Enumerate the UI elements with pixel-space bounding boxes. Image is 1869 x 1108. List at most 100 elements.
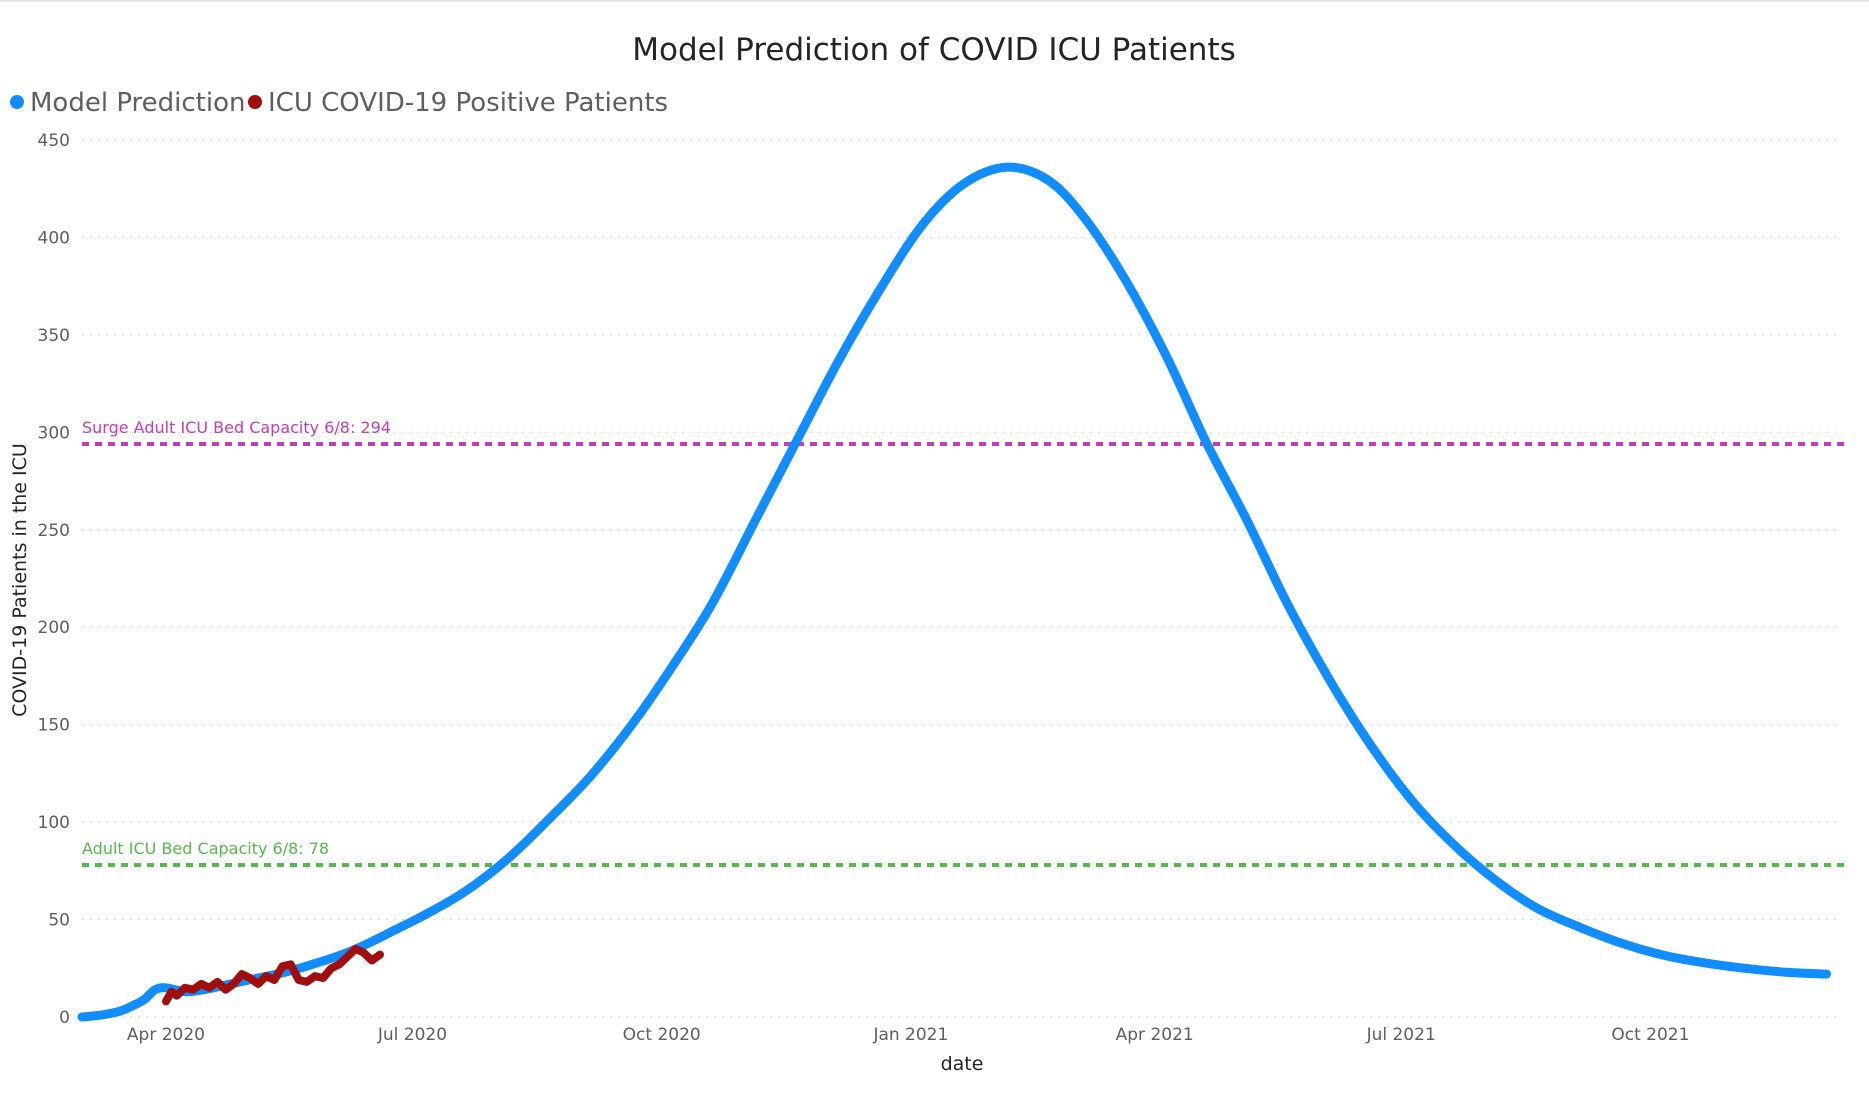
point-model-prediction-4[interactable] (141, 997, 147, 1003)
point-model-prediction-13[interactable] (339, 952, 345, 958)
point-model-prediction-39[interactable] (1368, 743, 1374, 749)
point-icu-patients-18[interactable] (304, 979, 310, 985)
point-model-prediction-49[interactable] (1783, 969, 1789, 975)
point-model-prediction-42[interactable] (1493, 878, 1499, 884)
x-tick-label-1: Jul 2020 (377, 1025, 447, 1045)
legend-label-icu-patients: ICU COVID-19 Positive Patients (268, 88, 668, 118)
point-model-prediction-30[interactable] (1003, 164, 1009, 170)
point-model-prediction-44[interactable] (1577, 924, 1583, 930)
point-model-prediction-20[interactable] (588, 772, 594, 778)
point-model-prediction-6[interactable] (163, 985, 169, 991)
point-icu-patients-24[interactable] (353, 946, 359, 952)
point-model-prediction-48[interactable] (1742, 965, 1748, 971)
point-model-prediction-16[interactable] (420, 913, 426, 919)
y-axis-title: COVID-19 Patients in the ICU (9, 443, 31, 717)
point-model-prediction-46[interactable] (1658, 952, 1664, 958)
x-tick-label-4: Apr 2021 (1116, 1025, 1194, 1045)
point-model-prediction-8[interactable] (201, 987, 207, 993)
point-model-prediction-33[interactable] (1119, 272, 1125, 278)
point-icu-patients-15[interactable] (279, 963, 285, 969)
point-icu-patients-23[interactable] (345, 954, 351, 960)
point-model-prediction-40[interactable] (1409, 798, 1415, 804)
point-icu-patients-20[interactable] (320, 975, 326, 981)
series-line-icu-patients[interactable] (162, 944, 384, 1006)
point-icu-patients-14[interactable] (271, 977, 277, 983)
point-model-prediction-21[interactable] (629, 722, 635, 728)
point-model-prediction-0[interactable] (79, 1014, 85, 1020)
point-model-prediction-11[interactable] (282, 969, 288, 975)
reference-lines: Surge Adult ICU Bed Capacity 6/8: 294 Ad… (82, 418, 1845, 867)
point-model-prediction-47[interactable] (1699, 959, 1705, 965)
point-model-prediction-38[interactable] (1328, 679, 1334, 685)
point-model-prediction-34[interactable] (1163, 351, 1169, 357)
point-icu-patients-16[interactable] (288, 961, 294, 967)
point-model-prediction-37[interactable] (1284, 601, 1290, 607)
legend-item-icu-patients[interactable]: ICU COVID-19 Positive Patients (248, 88, 668, 118)
point-model-prediction-19[interactable] (545, 817, 551, 823)
point-icu-patients-21[interactable] (328, 965, 334, 971)
point-icu-patients-6[interactable] (206, 985, 212, 991)
point-icu-patients-12[interactable] (255, 981, 261, 987)
point-model-prediction-25[interactable] (794, 437, 800, 443)
point-icu-patients-2[interactable] (174, 993, 180, 999)
series-line-model-prediction[interactable] (77, 162, 1831, 1022)
legend-marker-model-prediction (10, 95, 24, 109)
point-icu-patients-10[interactable] (239, 971, 245, 977)
point-icu-patients-0[interactable] (163, 998, 169, 1004)
point-model-prediction-41[interactable] (1450, 841, 1456, 847)
point-model-prediction-3[interactable] (131, 1002, 137, 1008)
y-tick-label-200: 200 (38, 618, 70, 638)
point-icu-patients-11[interactable] (247, 975, 253, 981)
point-icu-patients-27[interactable] (377, 952, 383, 958)
legend-label-model-prediction: Model Prediction (30, 88, 246, 118)
point-icu-patients-3[interactable] (182, 985, 188, 991)
point-model-prediction-26[interactable] (835, 359, 841, 365)
point-model-prediction-31[interactable] (1043, 176, 1049, 182)
point-model-prediction-50[interactable] (1824, 971, 1830, 977)
point-icu-patients-17[interactable] (296, 977, 302, 983)
point-model-prediction-27[interactable] (875, 289, 881, 295)
point-model-prediction-36[interactable] (1244, 517, 1250, 523)
point-icu-patients-9[interactable] (231, 981, 237, 987)
y-tick-label-100: 100 (38, 813, 70, 833)
y-tick-label-450: 450 (38, 131, 70, 151)
point-icu-patients-26[interactable] (369, 958, 375, 964)
point-model-prediction-24[interactable] (754, 515, 760, 521)
gridlines (82, 139, 1840, 1018)
point-model-prediction-22[interactable] (670, 663, 676, 669)
point-model-prediction-18[interactable] (504, 856, 510, 862)
point-icu-patients-19[interactable] (312, 973, 318, 979)
point-model-prediction-29[interactable] (959, 182, 965, 188)
chart-title: Model Prediction of COVID ICU Patients (632, 32, 1236, 68)
point-model-prediction-15[interactable] (393, 926, 399, 932)
point-icu-patients-4[interactable] (190, 987, 196, 993)
legend-item-model-prediction[interactable]: Model Prediction (10, 88, 246, 118)
point-model-prediction-12[interactable] (309, 961, 315, 967)
y-tick-label-250: 250 (38, 521, 70, 541)
point-icu-patients-8[interactable] (223, 987, 229, 993)
point-model-prediction-2[interactable] (117, 1008, 123, 1014)
point-model-prediction-35[interactable] (1203, 439, 1209, 445)
point-model-prediction-23[interactable] (710, 599, 716, 605)
x-tick-label-6: Oct 2021 (1611, 1025, 1689, 1045)
point-model-prediction-17[interactable] (461, 889, 467, 895)
point-icu-patients-1[interactable] (168, 989, 174, 995)
point-model-prediction-45[interactable] (1618, 940, 1624, 946)
point-model-prediction-32[interactable] (1079, 211, 1085, 217)
y-tick-label-150: 150 (38, 716, 70, 736)
x-tick-label-3: Jan 2021 (872, 1025, 948, 1045)
adult-capacity-label: Adult ICU Bed Capacity 6/8: 78 (82, 839, 329, 858)
point-model-prediction-28[interactable] (919, 223, 925, 229)
point-model-prediction-5[interactable] (152, 987, 158, 993)
point-model-prediction-14[interactable] (366, 940, 372, 946)
point-model-prediction-10[interactable] (255, 975, 261, 981)
point-icu-patients-13[interactable] (263, 973, 269, 979)
point-icu-patients-22[interactable] (336, 961, 342, 967)
points-model-prediction (79, 164, 1830, 1020)
point-icu-patients-5[interactable] (198, 981, 204, 987)
point-model-prediction-1[interactable] (98, 1012, 104, 1018)
point-icu-patients-7[interactable] (214, 979, 220, 985)
point-icu-patients-25[interactable] (361, 950, 367, 956)
point-model-prediction-43[interactable] (1534, 905, 1540, 911)
